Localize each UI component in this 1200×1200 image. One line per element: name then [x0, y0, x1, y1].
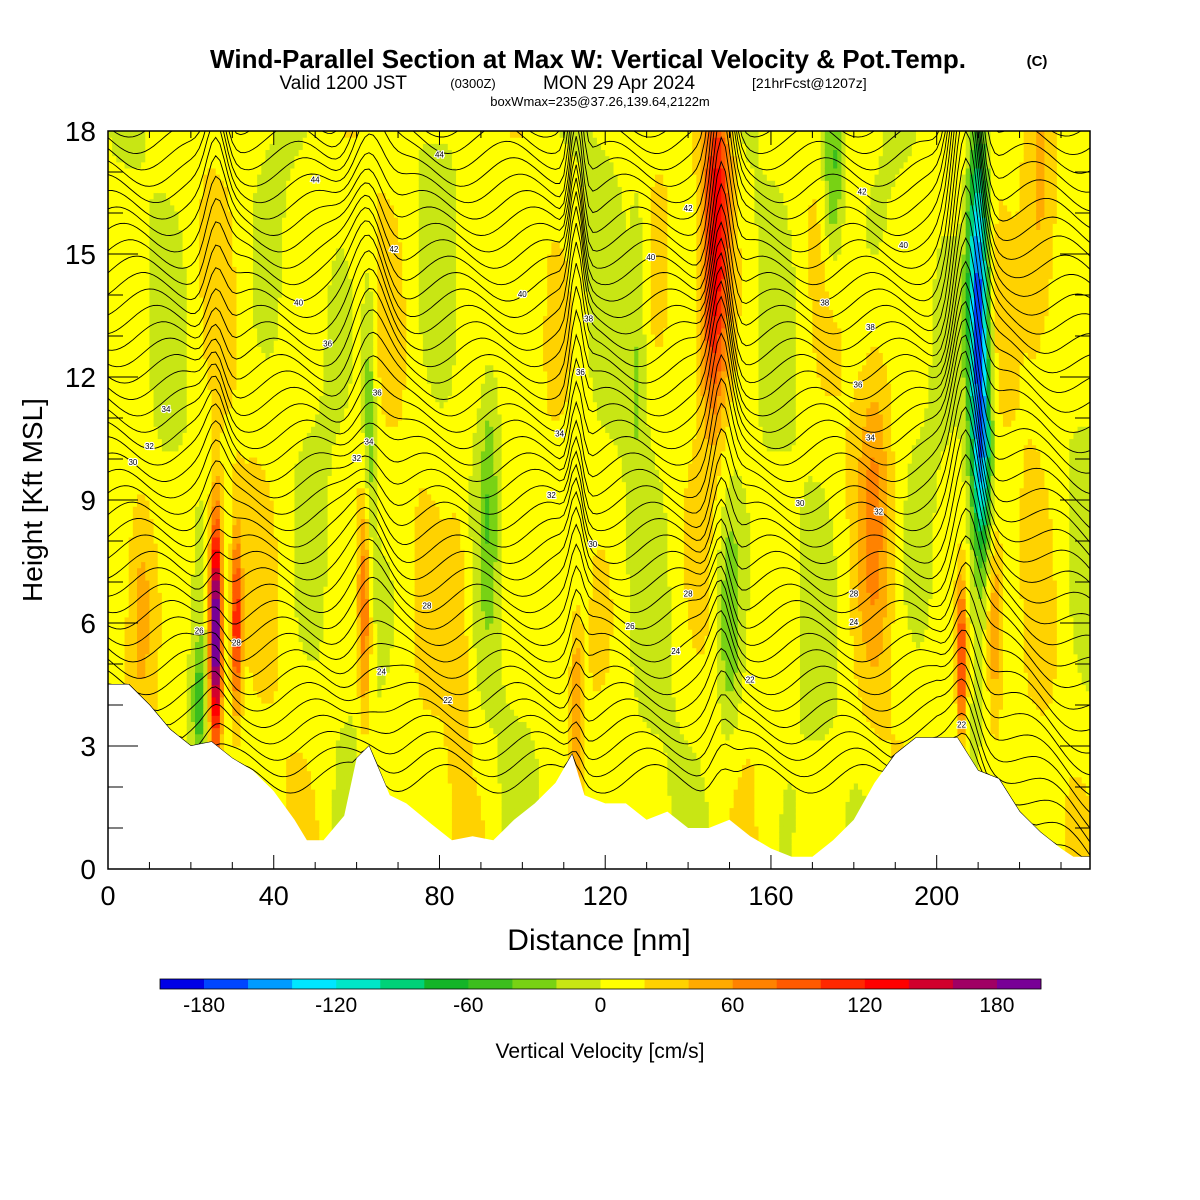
colorbar-tick-label: 0 — [595, 994, 607, 1017]
colorbar-tick-label: 180 — [979, 994, 1014, 1017]
theta-label: 32 — [874, 507, 883, 516]
valid-date: MON 29 Apr 2024 — [543, 73, 696, 94]
theta-label: 24 — [849, 618, 858, 627]
theta-label: 28 — [849, 589, 858, 598]
colorbar-tick-label: -60 — [453, 994, 483, 1017]
theta-label: 32 — [145, 442, 154, 451]
colorbar-swatch — [204, 979, 249, 989]
theta-label: 34 — [162, 405, 171, 414]
theta-label: 30 — [588, 540, 597, 549]
valid-main: Valid 1200 JST — [280, 73, 408, 94]
x-tick-label: 200 — [914, 881, 959, 911]
colorbar-swatch — [248, 979, 293, 989]
terrain-mask — [108, 684, 1090, 869]
theta-label: 22 — [746, 676, 755, 685]
colorbar-swatch — [732, 979, 777, 989]
colorbar-swatch — [820, 979, 866, 989]
colorbar-swatch — [996, 979, 1042, 989]
x-tick-label: 0 — [100, 881, 115, 911]
theta-label: 34 — [866, 434, 875, 443]
theta-label: 44 — [311, 175, 320, 184]
x-tick-label: 40 — [259, 881, 289, 911]
velocity-fill — [108, 131, 1090, 869]
theta-label: 30 — [128, 458, 137, 467]
theta-label: 38 — [820, 298, 829, 307]
theta-label: 24 — [377, 667, 386, 676]
theta-label: 42 — [858, 188, 867, 197]
y-tick-label: 15 — [65, 239, 96, 270]
colorbar-tick-label: 120 — [847, 994, 882, 1017]
y-tick-label: 18 — [65, 116, 96, 147]
theta-label: 22 — [443, 696, 452, 705]
theta-label: 28 — [423, 602, 432, 611]
plot-area: 44 44 42 42 42 40 40 40 40 38 38 38 36 36 36 36 34 34 34 34… — [107, 130, 1091, 870]
colorbar-swatch — [644, 979, 689, 989]
theta-label: 42 — [389, 245, 398, 254]
x-axis-title: Distance [nm] — [507, 924, 690, 957]
theta-label: 34 — [365, 438, 374, 447]
colorbar-tick-label: 60 — [721, 994, 744, 1017]
theta-label: 44 — [435, 151, 444, 160]
copyright-mark: (C) — [1027, 53, 1048, 70]
colorbar-swatch — [952, 979, 998, 989]
forecast-info: [21hrFcst@1207z] — [752, 75, 867, 91]
x-tick-label: 120 — [583, 881, 628, 911]
colorbar-swatch — [556, 979, 601, 989]
colorbar-swatch — [336, 979, 381, 989]
y-tick-label: 6 — [80, 608, 96, 639]
colorbar-swatch — [160, 979, 205, 989]
colorbar: -180 -120 -60 0 60 120 180 — [159, 978, 1042, 1017]
theta-label: 28 — [232, 639, 241, 648]
theta-label: 40 — [294, 298, 303, 307]
colorbar-swatch — [380, 979, 425, 989]
theta-label: 38 — [584, 315, 593, 324]
theta-label: 40 — [518, 290, 527, 299]
y-tick-label: 12 — [65, 362, 96, 393]
colorbar-swatch — [864, 979, 910, 989]
theta-contour-labels: 44 44 42 42 42 40 40 40 40 38 38 38 36 36 36 36 34 34 34 34… — [127, 150, 967, 731]
colorbar-swatch — [512, 979, 557, 989]
theta-label: 22 — [957, 721, 966, 730]
theta-label: 34 — [555, 430, 564, 439]
theta-label: 32 — [547, 491, 556, 500]
theta-label: 32 — [352, 454, 361, 463]
theta-label: 36 — [323, 339, 332, 348]
chart-title: Wind-Parallel Section at Max W: Vertical… — [210, 44, 966, 74]
x-tick-label: 80 — [424, 881, 454, 911]
y-axis-title: Height [Kft MSL] — [17, 398, 48, 602]
theta-label: 28 — [684, 589, 693, 598]
box-max-info: boxWmax=235@37.26,139.64,2122m — [490, 94, 710, 109]
theta-label: 36 — [854, 380, 863, 389]
colorbar-swatch — [908, 979, 954, 989]
colorbar-tick-label: -180 — [183, 994, 225, 1017]
y-tick-label: 0 — [80, 854, 96, 885]
y-tick-label: 3 — [80, 731, 96, 762]
theta-label: 40 — [899, 241, 908, 250]
theta-label: 36 — [576, 368, 585, 377]
y-tick-label: 9 — [80, 485, 96, 516]
theta-label: 24 — [671, 647, 680, 656]
x-tick-label: 160 — [748, 881, 793, 911]
theta-label: 26 — [626, 622, 635, 631]
colorbar-swatch — [424, 979, 469, 989]
theta-label: 26 — [195, 626, 204, 635]
colorbar-swatch — [292, 979, 337, 989]
colorbar-swatch — [776, 979, 822, 989]
theta-contours — [108, 131, 1090, 858]
colorbar-swatch — [600, 979, 645, 989]
theta-label: 38 — [866, 323, 875, 332]
theta-label: 36 — [373, 389, 382, 398]
theta-label: 42 — [684, 204, 693, 213]
colorbar-swatch — [688, 979, 733, 989]
colorbar-title: Vertical Velocity [cm/s] — [496, 1040, 705, 1063]
colorbar-swatch — [468, 979, 513, 989]
colorbar-tick-label: -120 — [315, 994, 357, 1017]
theta-label: 40 — [646, 253, 655, 262]
theta-label: 30 — [796, 499, 805, 508]
valid-zulu: (0300Z) — [450, 76, 496, 91]
